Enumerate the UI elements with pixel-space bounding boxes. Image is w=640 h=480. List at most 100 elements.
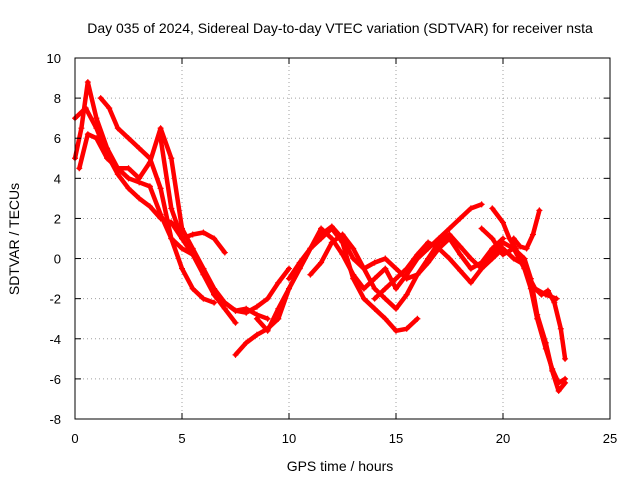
data-point-marker — [125, 165, 132, 172]
y-tick-label: -6 — [49, 372, 61, 387]
y-tick-label: 2 — [54, 211, 61, 226]
data-point-marker — [275, 279, 282, 286]
data-point-marker — [360, 265, 367, 272]
data-point-marker — [457, 215, 464, 222]
data-point-marker — [93, 135, 100, 142]
data-point-marker — [446, 255, 453, 262]
x-tick-label: 25 — [603, 431, 617, 446]
data-point-marker — [275, 305, 282, 312]
data-point-marker — [286, 265, 292, 272]
data-point-marker — [382, 315, 389, 322]
data-point-marker — [523, 245, 530, 252]
data-point-marker — [393, 265, 399, 272]
data-point-marker — [467, 205, 474, 212]
data-point-marker — [93, 115, 100, 122]
y-tick-label: 0 — [54, 252, 61, 267]
data-point-marker — [307, 271, 314, 278]
data-point-marker — [211, 291, 218, 298]
data-point-marker — [136, 195, 143, 202]
data-point-marker — [76, 165, 83, 172]
axis-ticks: 0 5 10 15 20 25 -8 -6 -4 -2 0 2 4 6 8 10 — [47, 51, 618, 446]
data-point-marker — [382, 255, 389, 262]
data-point-marker — [446, 225, 453, 232]
data-point-marker — [275, 315, 282, 322]
data-point-marker — [371, 275, 378, 282]
data-point-marker — [168, 155, 175, 162]
data-point-marker — [534, 311, 541, 318]
data-point-marker — [136, 145, 143, 152]
y-tick-label: 10 — [47, 51, 61, 66]
y-tick-label: 8 — [54, 91, 61, 106]
x-tick-label: 0 — [71, 431, 78, 446]
data-point-marker — [189, 251, 196, 258]
data-point-marker — [544, 287, 551, 294]
data-point-marker — [382, 295, 389, 302]
data-point-marker — [425, 239, 432, 246]
data-point-marker — [489, 235, 496, 242]
data-point-marker — [510, 255, 517, 262]
data-point-marker — [403, 291, 410, 298]
data-point-marker — [350, 271, 357, 278]
data-point-marker — [360, 285, 367, 292]
data-point-marker — [457, 267, 464, 274]
data-point-marker — [393, 285, 399, 292]
data-point-marker — [467, 279, 474, 286]
data-point-marker — [500, 239, 506, 246]
data-point-marker — [179, 235, 185, 242]
data-point-marker — [403, 265, 410, 272]
x-tick-label: 15 — [389, 431, 403, 446]
y-axis-label: SDTVAR / TECUs — [6, 183, 22, 295]
data-point-marker — [414, 271, 421, 278]
data-point-marker — [393, 327, 399, 334]
data-point-marker — [521, 255, 528, 262]
data-point-marker — [500, 251, 506, 258]
data-point-marker — [307, 245, 314, 252]
data-point-marker — [403, 325, 410, 332]
data-point-marker — [529, 231, 536, 238]
data-point-marker — [232, 307, 239, 314]
data-point-marker — [318, 259, 325, 266]
data-point-marker — [200, 265, 207, 272]
data-point-marker — [371, 305, 378, 312]
data-point-marker — [157, 211, 164, 218]
y-tick-label: -2 — [49, 292, 61, 307]
data-point-marker — [457, 243, 464, 250]
series-track-7 — [254, 202, 484, 334]
data-point-marker — [360, 295, 367, 302]
x-axis-label: GPS time / hours — [287, 458, 394, 474]
data-point-marker — [510, 235, 517, 242]
series-track-14 — [532, 286, 568, 362]
data-point-marker — [157, 125, 164, 132]
data-point-marker — [179, 245, 185, 252]
data-point-marker — [264, 295, 271, 302]
data-point-marker — [243, 339, 250, 346]
data-point-marker — [478, 265, 485, 272]
data-point-marker — [253, 331, 260, 338]
data-point-marker — [189, 285, 196, 292]
data-point-marker — [253, 303, 260, 310]
data-point-marker — [125, 175, 132, 182]
data-point-marker — [200, 229, 207, 236]
data-point-marker — [557, 325, 564, 332]
data-point-marker — [542, 339, 549, 346]
data-point-marker — [168, 205, 175, 212]
chart-title: Day 035 of 2024, Sidereal Day-to-day VTE… — [87, 20, 593, 36]
data-point-marker — [414, 251, 421, 258]
data-point-marker — [232, 319, 239, 326]
data-point-marker — [549, 367, 556, 374]
series-track-4 — [98, 95, 238, 325]
data-point-marker — [350, 245, 357, 252]
data-point-marker — [414, 315, 421, 322]
data-point-marker — [551, 299, 558, 306]
data-point-marker — [350, 255, 357, 262]
x-tick-label: 20 — [496, 431, 510, 446]
data-point-marker — [78, 125, 85, 132]
data-point-marker — [136, 179, 143, 186]
data-point-marker — [489, 251, 496, 258]
data-point-marker — [232, 351, 239, 358]
data-point-marker — [243, 309, 250, 316]
data-point-marker — [532, 285, 539, 292]
data-point-marker — [296, 259, 303, 266]
data-point-marker — [393, 275, 399, 282]
series-track-3 — [77, 131, 217, 305]
